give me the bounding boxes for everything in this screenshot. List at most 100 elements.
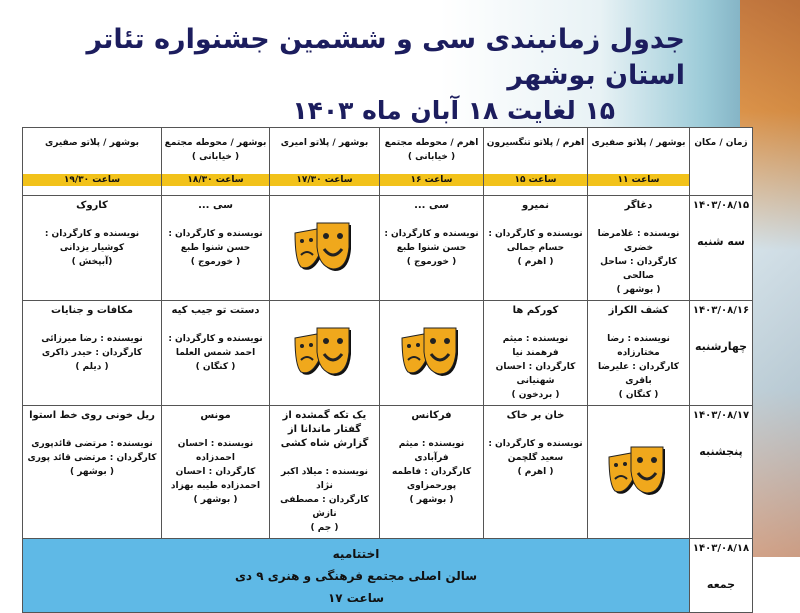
play-title: کورکم ها: [512, 305, 559, 316]
time-label: ساعت ۱۶: [380, 174, 483, 186]
venue-type: ( خیابانی ): [191, 152, 240, 162]
date-cell: ۱۴۰۳/۰۸/۱۷ پنجشنبه: [689, 405, 753, 539]
director: سعید گلچمن: [507, 453, 564, 463]
writer: نویسنده و کارگردان :: [168, 334, 263, 344]
director: حسن شنوا طبع: [396, 243, 467, 253]
venue-type: ( خیابانی ): [407, 152, 456, 162]
play-title: مونس: [200, 410, 231, 421]
writer: نویسنده : رضا مختارزاده: [607, 334, 670, 358]
time-label: ساعت ۱۹/۳۰: [23, 174, 161, 186]
time-label: ساعت ۱۸/۳۰: [162, 174, 269, 186]
writer: نویسنده و کارگردان :: [488, 229, 583, 239]
empty-slot: [269, 195, 380, 301]
empty-slot: [379, 300, 484, 406]
venue-name: اهرم / محوطه مجتمع: [384, 138, 479, 148]
play-title: سی ...: [198, 200, 233, 211]
corner-cell: زمان / مکان: [689, 127, 753, 196]
performance-cell: دغاگر نویسنده : غلامرضا خضری کارگردان : سا…: [587, 195, 690, 301]
director: کارگردان : ساحل صالحی: [600, 257, 677, 281]
performance-cell: کشف الکراز نویسنده : رضا مختارزاده کارگردا…: [587, 300, 690, 406]
writer: نویسنده : غلامرضا خضری: [597, 229, 680, 253]
weekday: چهارشنبه: [694, 340, 748, 353]
performance-cell: ریل خونی روی خط استوا نویسنده : مرتضی قائ…: [22, 405, 162, 539]
play-title: کشف الکراز: [608, 305, 669, 316]
city: ( بوشهر ): [70, 467, 114, 477]
time-label: ساعت ۱۵: [484, 174, 587, 186]
city: ( خورموج ): [406, 257, 457, 267]
performance-cell: مونس نویسنده : احسان احمدزاده کارگردان : ا…: [161, 405, 270, 539]
writer: نویسنده : احسان احمدزاده: [177, 439, 254, 463]
table-row: ۱۴۰۳/۰۸/۱۵ سه شنبه دغاگر نویسنده : غلامرضا …: [22, 195, 753, 301]
city: ( بوشهر ): [193, 495, 238, 505]
director: کارگردان : احسان احمدزاده طیبه بهزاد: [170, 467, 261, 491]
play-title: ریل خونی روی خط استوا: [29, 410, 155, 421]
performance-cell: کورکم ها نویسنده : میثم فرهمند نیا کارگردا…: [483, 300, 588, 406]
performance-cell: مکافات و جنایات نویسنده : رضا میرزائی کارگ…: [22, 300, 162, 406]
director: کارگردان : احسان شهنیانی: [495, 362, 576, 386]
theater-masks-icon: [293, 222, 351, 271]
venue-name: بوشهر / پلاتو امیری: [280, 138, 369, 148]
city: ( خورموج ): [190, 257, 241, 267]
weekday: جمعه: [706, 578, 736, 591]
writer: نویسنده : میثم فرآبادی: [398, 439, 465, 463]
writer: نویسنده : مرتضی قائدپوری: [31, 439, 153, 449]
play-title: سی ...: [414, 200, 449, 211]
city: (آبپخش ): [71, 257, 113, 267]
director: کوشیار یزدانی: [59, 243, 125, 253]
title-line-2: ۱۵ لغایت ۱۸ آبان ماه ۱۴۰۳: [292, 96, 615, 125]
time-label: ساعت ۱۱: [588, 174, 689, 186]
closing-ceremony: اختتامیه سالن اصلی مجتمع فرهنگی و هنری ۹ …: [22, 538, 690, 613]
performance-cell: نمیرو نویسنده و کارگردان : حسام جمالی ( اهر…: [483, 195, 588, 301]
theater-masks-icon: [293, 327, 351, 376]
city: ( بوشهر ): [409, 495, 454, 505]
venue-header: بوشهر / پلاتو صفیری ساعت ۱۱: [587, 127, 690, 196]
director: کارگردان : علیرضا باقری: [597, 362, 680, 386]
time-label: ساعت ۱۷/۳۰: [270, 174, 379, 186]
play-title: خان بر خاک: [506, 410, 565, 421]
play-title: کاروک: [76, 200, 108, 211]
writer: نویسنده و کارگردان :: [488, 439, 583, 449]
closing-title: اختتامیه: [332, 547, 380, 561]
performance-cell: سی ... نویسنده و کارگردان : حسن شنوا طبع ( …: [161, 195, 270, 301]
play-title: نمیرو: [522, 200, 549, 211]
performance-cell: یک تکه گمشده از گفتار ماندانا از گزارش ش…: [269, 405, 380, 539]
city: ( کنگان ): [618, 390, 659, 400]
venue-name: اهرم / پلاتو تنگسیرون: [486, 138, 585, 148]
performance-cell: دستت تو جیب کیه نویسنده و کارگردان : احمد …: [161, 300, 270, 406]
date: ۱۴۰۳/۰۸/۱۸: [692, 543, 750, 554]
venue-name: بوشهر / محوطه مجتمع: [164, 138, 267, 148]
date-cell: ۱۴۰۳/۰۸/۱۵ سه شنبه: [689, 195, 753, 301]
schedule-table: زمان / مکان بوشهر / پلاتو صفیری ساعت ۱۱ اهر…: [22, 127, 753, 613]
play-title: دغاگر: [624, 200, 653, 211]
performance-cell: فرکانس نویسنده : میثم فرآبادی کارگردان : ف…: [379, 405, 484, 539]
venue-header: بوشهر / محوطه مجتمع ( خیابانی ) ساعت ۱۸/۳۰: [161, 127, 270, 196]
table-row: ۱۴۰۳/۰۸/۱۶ چهارشنبه کشف الکراز نویسنده : رض…: [22, 300, 753, 406]
director: حسام جمالی: [506, 243, 565, 253]
empty-slot: [587, 405, 690, 539]
city: ( دیلم ): [75, 362, 109, 372]
date-cell: ۱۴۰۳/۰۸/۱۶ چهارشنبه: [689, 300, 753, 406]
city: ( اهرم ): [517, 467, 554, 477]
theater-masks-icon: [607, 446, 665, 495]
page-title: جدول زمانبندی سی و ششمین جشنواره تئاتر ا…: [0, 22, 685, 128]
director: حسن شنوا طبع: [180, 243, 251, 253]
venue-header: اهرم / پلاتو تنگسیرون ساعت ۱۵: [483, 127, 588, 196]
city: ( جم ): [310, 523, 339, 533]
venue-name: بوشهر / پلاتو صفیری: [44, 138, 140, 148]
play-title: مکافات و جنایات: [51, 305, 133, 316]
play-title: دستت تو جیب کیه: [171, 305, 260, 316]
performance-cell: سی ... نویسنده و کارگردان : حسن شنوا طبع ( …: [379, 195, 484, 301]
director: کارگردان : مرتضی قائد پوری: [27, 453, 157, 463]
weekday: سه شنبه: [697, 235, 745, 248]
date-cell: ۱۴۰۳/۰۸/۱۸ جمعه: [689, 538, 753, 613]
writer: نویسنده : میثم فرهمند نیا: [502, 334, 569, 358]
weekday: پنجشنبه: [699, 445, 743, 458]
director: کارگردان : حیدر ذاکری: [41, 348, 143, 358]
writer: نویسنده و کارگردان :: [168, 229, 263, 239]
play-title: فرکانس: [411, 410, 452, 421]
city: ( بوشهر ): [616, 285, 661, 295]
writer: نویسنده : رضا میرزائی: [41, 334, 143, 344]
closing-venue: سالن اصلی مجتمع فرهنگی و هنری ۹ دی: [234, 569, 478, 583]
director: احمد شمس العلما: [175, 348, 256, 358]
table-row: ۱۴۰۳/۰۸/۱۷ پنجشنبه خان بر خاک نویسنده و کار…: [22, 405, 753, 539]
